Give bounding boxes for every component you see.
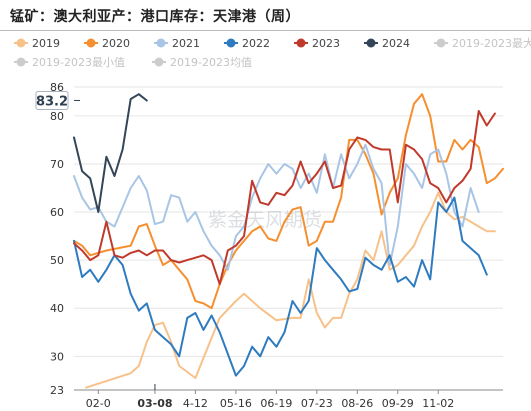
legend-item-6[interactable]: 2024 <box>364 37 410 50</box>
tooltip-box <box>35 90 69 110</box>
x-tick-label-8: 09-29 <box>382 397 414 410</box>
series-line-2021 <box>73 143 480 271</box>
x-tick-label-4: 05-16 <box>220 397 252 410</box>
series-line-2022 <box>73 196 488 377</box>
legend-marker <box>16 38 26 48</box>
x-tick-label-9: 11-02 <box>422 397 454 410</box>
legend-marker <box>86 38 96 48</box>
x-tick-label-2: 03-08 <box>137 397 172 410</box>
legend-label: 2023 <box>312 37 340 50</box>
legend-label: 2019 <box>32 37 60 50</box>
legend-marker <box>296 38 306 48</box>
legend-item-9[interactable]: 2019-2023均值 <box>152 56 252 69</box>
y-tick-label-8: 86 <box>50 81 64 94</box>
chart-legend: 2019 2020 2021 2022 2023 2024 2019-2023最大值 2019… <box>14 36 531 69</box>
series-line-2020 <box>73 93 504 310</box>
legend-label: 2022 <box>242 37 270 50</box>
legend-item-2[interactable]: 2020 <box>84 37 130 50</box>
legend-marker <box>226 38 236 48</box>
legend-item-8[interactable]: 2019-2023最小值 <box>14 56 125 69</box>
legend-marker <box>366 38 376 48</box>
y-tick-label-2: 30 <box>50 350 64 363</box>
x-tick-label-1: 02-0 <box>86 397 111 410</box>
tooltip-value: 83.2 <box>36 94 68 109</box>
title-divider <box>0 30 531 31</box>
legend-label: 2019-2023最大值 <box>452 36 531 50</box>
legend-marker <box>436 38 446 48</box>
legend-label: 2019-2023最小值 <box>32 56 125 69</box>
series-line-2024 <box>73 93 148 213</box>
x-tick-label-7: 08-26 <box>341 397 373 410</box>
legend-item-4[interactable]: 2022 <box>224 37 270 50</box>
y-tick-label-4: 50 <box>50 254 64 267</box>
page-title: 锰矿：澳大利亚产：港口库存：天津港（周） <box>10 9 300 25</box>
legend-item-7[interactable]: 2019-2023最大值 <box>434 36 531 50</box>
x-axis: 02-0 03-08 4-12 05-16 06-19 07-23 08-26 09-29 11… <box>74 389 503 410</box>
x-tick-label-6: 07-23 <box>301 397 333 410</box>
value-tooltip: 83.2 <box>35 90 156 390</box>
legend-marker <box>156 38 166 48</box>
y-tick-label-6: 70 <box>50 158 64 171</box>
y-tick-label-5: 60 <box>50 206 64 219</box>
legend-marker <box>154 57 164 67</box>
legend-item-5[interactable]: 2023 <box>294 37 340 50</box>
legend-label: 2019-2023均值 <box>170 56 252 69</box>
y-tick-label-3: 40 <box>50 302 64 315</box>
legend-label: 2024 <box>382 37 410 50</box>
series-line-2023 <box>73 110 496 286</box>
legend-item-1[interactable]: 2019 <box>14 37 60 50</box>
y-tick-label-1: 23 <box>50 384 64 397</box>
y-axis: 23 30 40 50 60 70 80 86 <box>50 81 64 397</box>
legend-label: 2020 <box>102 37 130 50</box>
legend-marker <box>16 57 26 67</box>
x-tick-label-3: 4-12 <box>183 397 208 410</box>
chart-series <box>73 93 504 389</box>
legend-label: 2021 <box>172 37 200 50</box>
chart-grid <box>74 86 503 391</box>
x-tick-label-5: 06-19 <box>260 397 292 410</box>
y-tick-label-7: 80 <box>50 110 64 123</box>
legend-item-3[interactable]: 2021 <box>154 37 200 50</box>
watermark: 紫金天风期货 <box>208 209 322 231</box>
